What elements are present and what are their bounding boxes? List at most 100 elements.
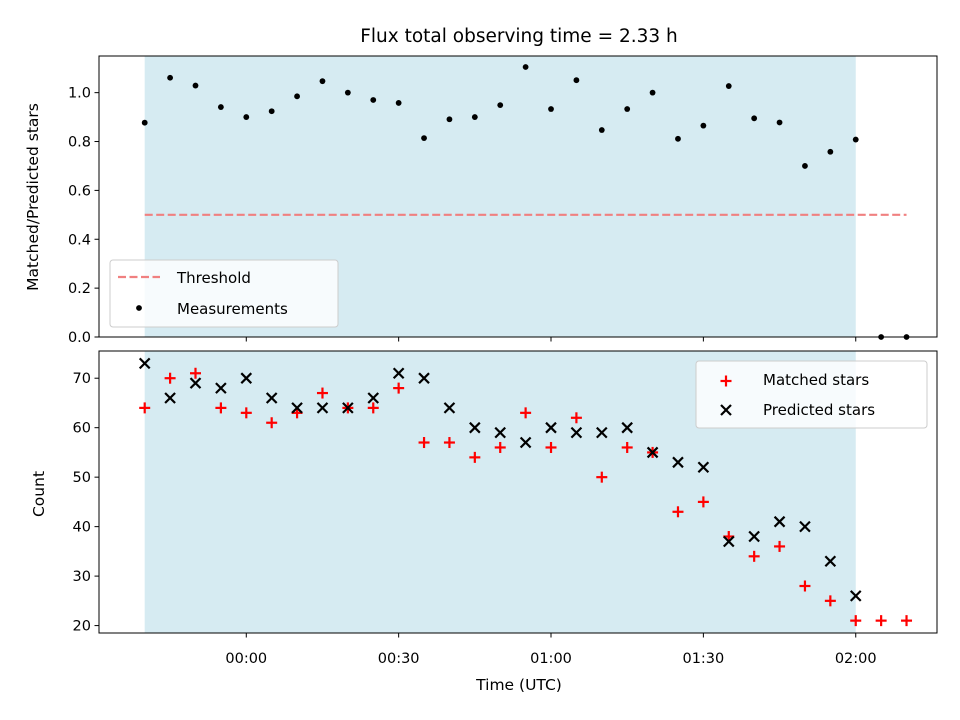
measurement-point [624,106,631,112]
measurement-point [548,106,554,112]
measurement-point [344,89,351,96]
matched-point [189,367,201,379]
predicted-point [849,590,862,602]
predicted-point [342,402,354,414]
predicted-point [443,402,456,414]
measurement-point [573,77,580,84]
legend-measurement-label: Measurements [177,300,288,318]
matched-point [316,387,328,399]
predicted-point [164,392,176,404]
matched-point [596,471,608,483]
y-tick-label: 0.0 [68,330,91,346]
matched-point [393,382,405,394]
ratio-panel: 0.0 0.2 0.4 0.6 0.8 1.0 Threshold Measurements [68,55,938,346]
predicted-point [392,367,405,380]
y-tick-label: 70 [73,371,91,387]
measurement-point [395,100,402,106]
predicted-point [265,392,278,404]
legend-measurement-swatch [136,305,142,311]
matched-point [469,451,481,463]
legend-box [109,259,339,328]
matched-point [494,441,506,453]
measurement-point [751,115,758,122]
measurement-point [319,78,326,85]
matched-point [266,417,278,429]
matched-point [824,595,836,607]
predicted-point [545,421,557,434]
measurement-point [802,163,808,169]
ratio-legend: Threshold Measurements [109,259,339,328]
x-tick-label: 00:30 [378,651,420,667]
y-tick-label: 60 [73,421,91,437]
legend-predicted-label: Predicted stars [763,401,875,419]
y-tick-label: 30 [73,569,91,585]
x-tick-label: 00:00 [225,651,267,667]
measurement-point [852,136,859,143]
count-points [138,357,913,627]
measurement-point [675,135,681,142]
predicted-point [697,461,710,474]
measurement-point [268,108,275,115]
y-tick-label: 0.4 [68,232,91,248]
measurement-point [471,114,478,120]
predicted-point [722,535,735,548]
ratio-axes-frame [98,55,938,338]
measurement-point [370,97,377,103]
x-tick-label: 02:00 [835,651,877,667]
y-tick-label: 0.2 [68,281,91,297]
measurement-point [700,122,707,129]
y-tick-label: 0.8 [68,135,91,151]
legend-matched-label: Matched stars [763,371,869,389]
y-tick-label: 20 [73,619,91,635]
predicted-point [596,426,608,439]
matched-point [621,441,633,453]
matched-point [774,540,786,552]
matched-point [570,412,582,424]
matched-point [545,441,557,453]
predicted-point [189,377,202,389]
y-tick-label: 0.6 [68,183,91,199]
x-axis-label: Time (UTC) [475,676,562,694]
predicted-point [621,421,633,434]
x-tick-label: 01:30 [682,651,724,667]
ratio-axes: 0.0 0.2 0.4 0.6 0.8 1.0 [68,86,857,346]
count-legend: Matched stars Predicted stars [695,360,928,429]
measurement-point [217,104,224,110]
matched-point [240,407,252,419]
count-axes-frame [98,350,938,634]
count-panel: 20 30 40 50 60 70 00:00 00:30 01:00 01:30 02:00 Ma… [73,350,938,667]
measurement-point [827,148,834,155]
measurement-point [649,89,656,96]
matched-point [443,437,455,449]
predicted-point [215,382,227,394]
legend-predicted-swatch [720,404,732,416]
matched-point [418,437,430,449]
matched-point [139,402,151,414]
measurement-point [497,102,504,109]
measurement-point [294,93,300,100]
predicted-point [418,372,430,384]
measurement-point [421,135,427,142]
top-y-axis-label: Matched/Predicted stars [24,103,42,291]
matched-point [901,615,913,627]
predicted-point [316,402,329,414]
predicted-point [494,426,507,439]
predicted-point [291,402,303,414]
legend-matched-swatch [720,375,732,387]
predicted-point [519,436,532,449]
measurement-point [243,114,250,120]
measurement-points [141,64,910,340]
predicted-point [469,421,481,434]
legend-box [695,360,928,429]
matched-point [367,402,379,414]
predicted-point [824,555,837,568]
predicted-point [570,426,583,439]
measurement-point [446,116,453,123]
measurement-point [776,119,783,126]
matched-point [672,506,684,518]
matched-point [215,402,227,414]
predicted-point [799,520,811,533]
predicted-point [672,456,684,469]
predicted-point [646,446,659,459]
